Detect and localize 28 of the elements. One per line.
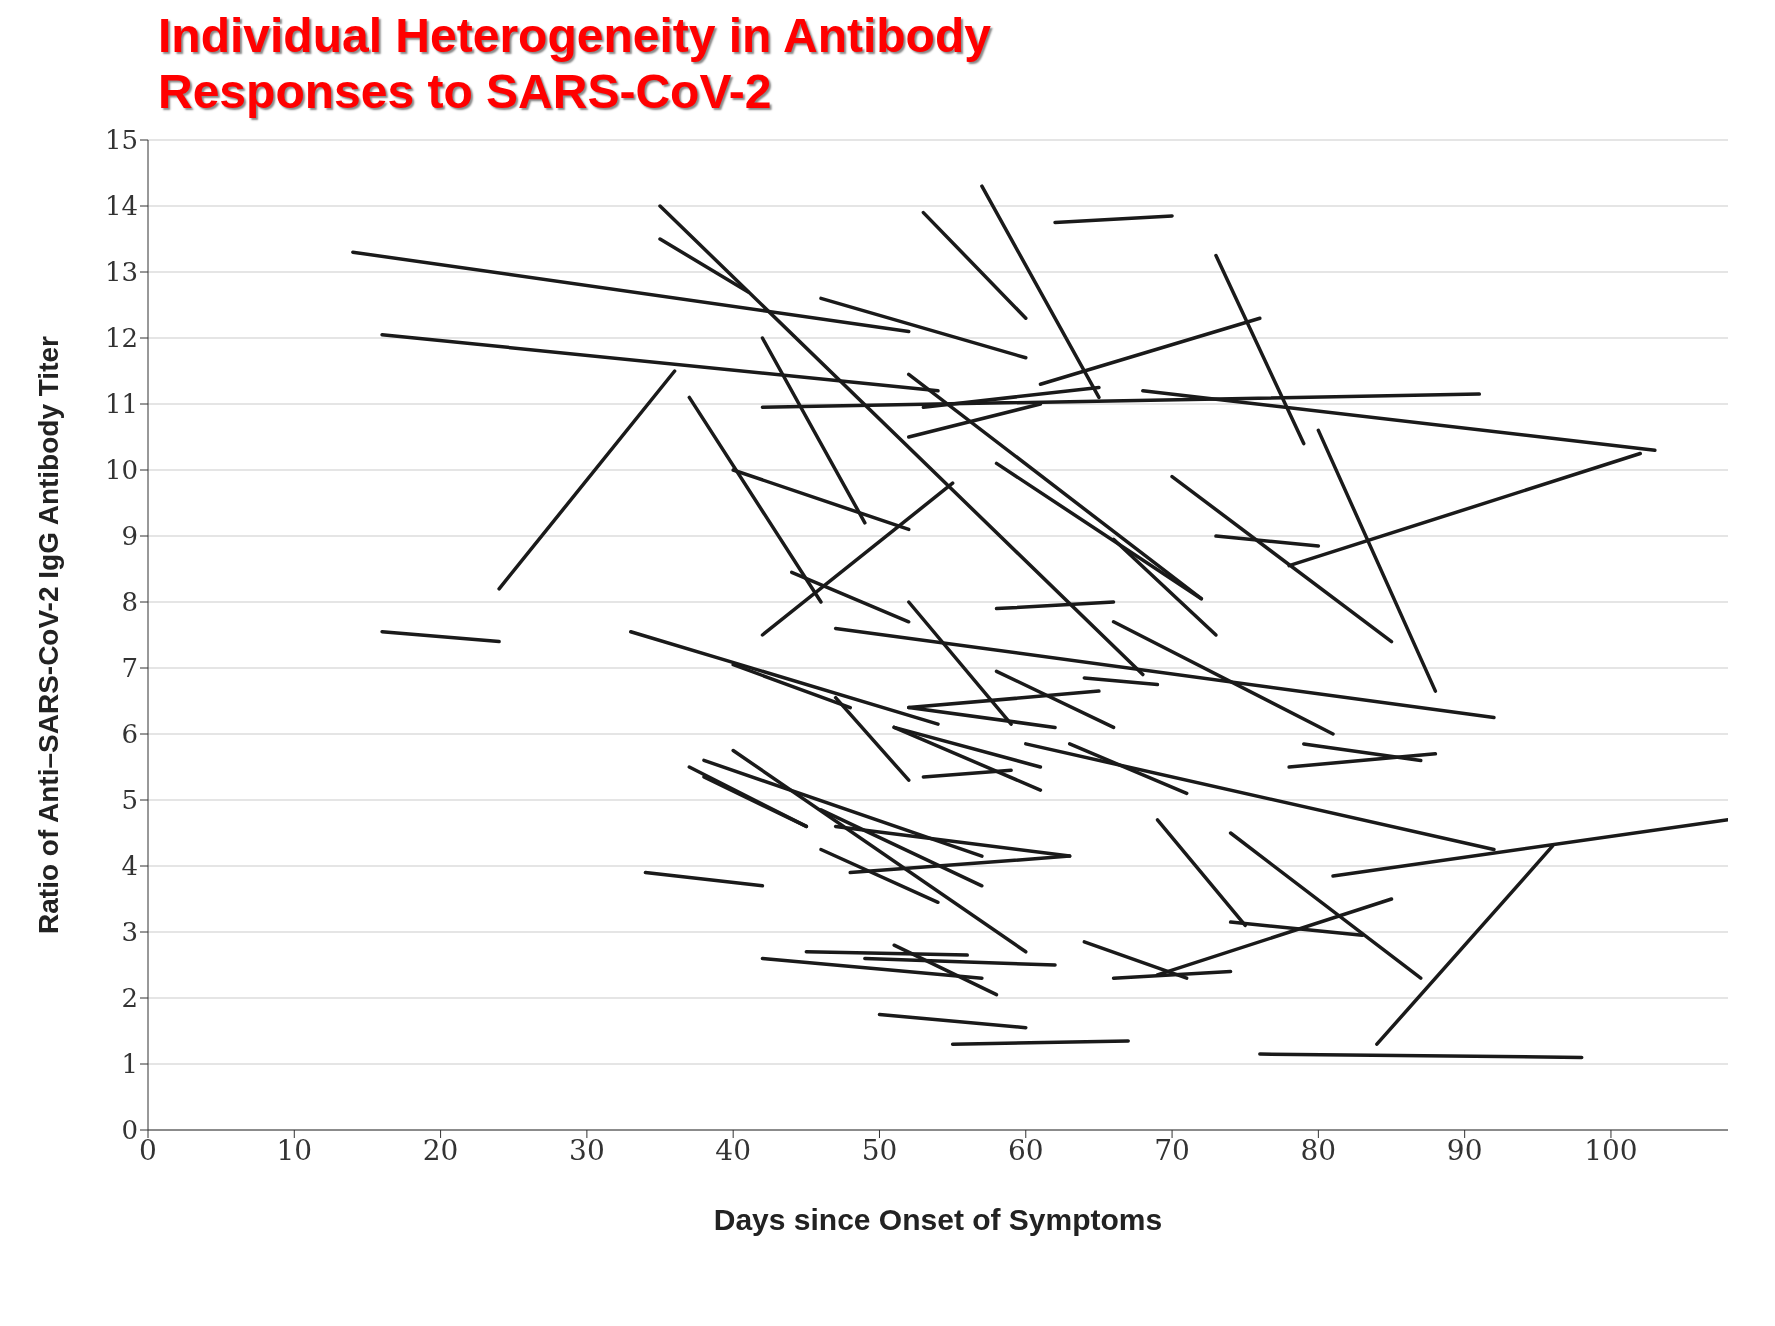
- x-tick-label: 90: [1446, 1133, 1483, 1167]
- y-tick-label: 2: [121, 983, 138, 1014]
- x-axis-title: Days since Onset of Symptoms: [713, 1203, 1163, 1236]
- x-tick-label: 70: [1154, 1133, 1190, 1167]
- y-tick-label: 3: [121, 917, 138, 948]
- y-tick-label: 14: [104, 191, 138, 222]
- x-tick-label: 40: [715, 1133, 752, 1167]
- y-tick-label: 15: [104, 125, 138, 156]
- y-tick-label: 8: [121, 587, 138, 618]
- y-tick-label: 10: [104, 455, 138, 486]
- x-tick-label: 60: [1007, 1133, 1044, 1167]
- y-tick-label: 5: [121, 785, 138, 816]
- y-tick-label: 6: [121, 719, 138, 750]
- x-tick-label: 30: [569, 1133, 605, 1167]
- y-tick-label: 9: [121, 521, 138, 552]
- y-tick-label: 4: [121, 851, 138, 882]
- y-tick-label: 13: [104, 257, 138, 288]
- chart-title: Individual Heterogeneity in Antibody Responses to SARS-CoV-2: [158, 8, 992, 120]
- x-tick-label: 50: [861, 1133, 898, 1167]
- y-tick-label: 1: [121, 1049, 138, 1080]
- y-tick-label: 12: [104, 323, 138, 354]
- y-axis-title: Ratio of Anti–SARS-CoV-2 IgG Antibody Titer: [32, 335, 64, 934]
- x-tick-label: 10: [276, 1133, 313, 1167]
- x-tick-label: 80: [1300, 1133, 1337, 1167]
- y-tick-label: 11: [104, 389, 138, 420]
- x-tick-label: 20: [422, 1133, 459, 1167]
- x-tick-label: 100: [1584, 1133, 1638, 1167]
- y-tick-label: 7: [121, 653, 138, 684]
